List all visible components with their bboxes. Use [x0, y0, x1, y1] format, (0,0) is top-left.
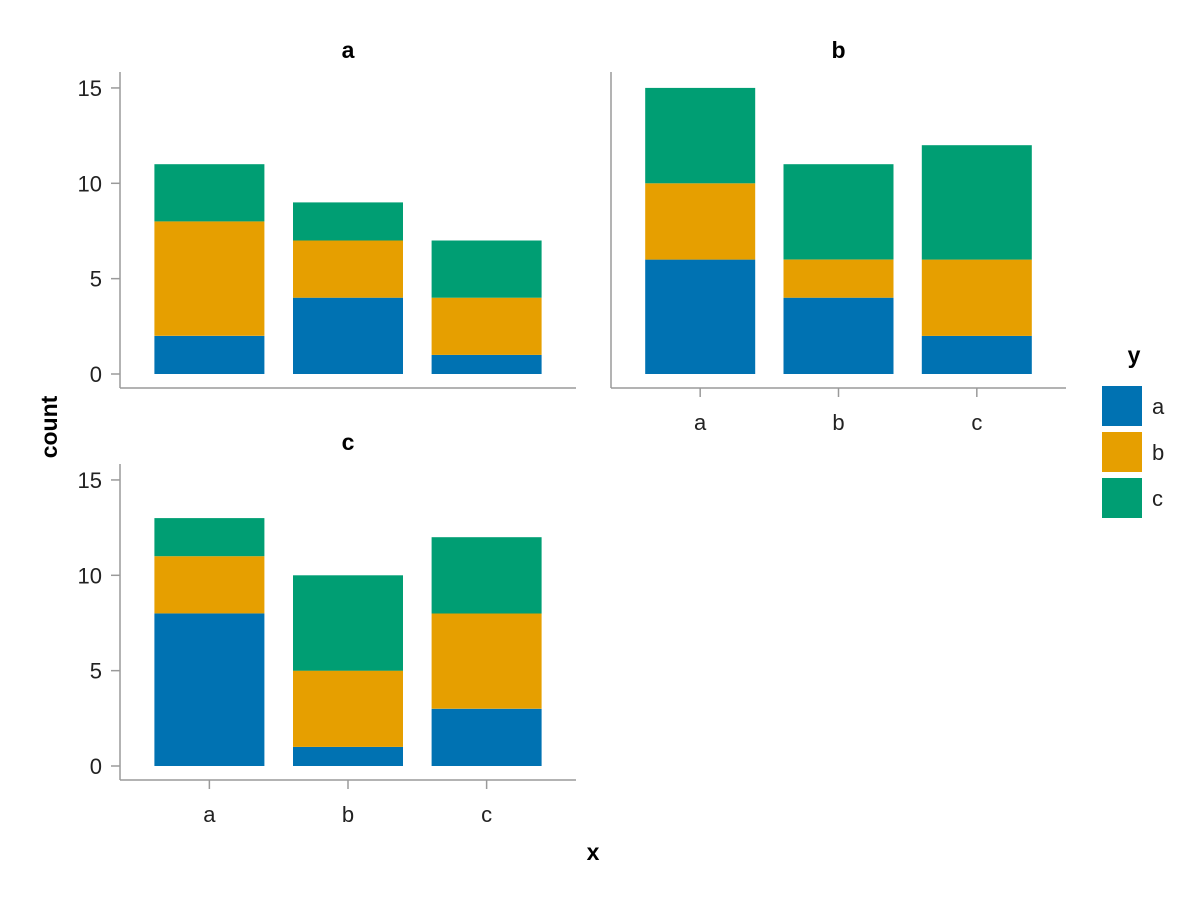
x-tick-label: b [342, 802, 354, 827]
x-tick-label: c [481, 802, 492, 827]
bar-segment-c-a [431, 354, 542, 374]
bar-segment-c-b [921, 259, 1032, 336]
bar-segment-b-a [293, 746, 403, 766]
y-tick-label: 5 [90, 659, 102, 684]
y-tick-label: 10 [78, 171, 102, 196]
bar-segment-a-b [154, 221, 265, 336]
y-tick-label: 15 [78, 76, 102, 101]
facets-layer: a 0 5 10 15 b a b c c 0 5 10 15 a b c [78, 37, 1066, 827]
bar-segment-b-c [293, 575, 403, 671]
bar-segment-c-c [431, 537, 542, 614]
bar-segment-a-c [154, 164, 265, 222]
bar-segment-a-c [154, 518, 265, 557]
bar-segment-b-a [783, 297, 894, 374]
legend-items: abc [1102, 386, 1165, 518]
facet-panel-b: b a b c [610, 37, 1066, 435]
x-axis-title: x [587, 839, 600, 865]
legend-swatch-b [1102, 432, 1142, 472]
x-tick-label: a [694, 410, 707, 435]
legend-label-a: a [1152, 394, 1165, 419]
bar-segment-b-c [293, 202, 403, 241]
bar-segment-b-a [293, 297, 403, 374]
y-tick-label: 0 [90, 362, 102, 387]
bar-segment-c-b [431, 297, 542, 355]
bar-segment-a-a [154, 613, 265, 766]
facet-panel-c: c 0 5 10 15 a b c [78, 429, 576, 827]
bar-segment-c-a [921, 335, 1032, 374]
bar-segment-c-a [431, 708, 542, 766]
legend-label-b: b [1152, 440, 1164, 465]
x-tick-label: a [203, 802, 216, 827]
bar-segment-a-a [154, 335, 265, 374]
legend-label-c: c [1152, 486, 1163, 511]
bar-segment-a-b [645, 183, 756, 260]
y-tick-label: 0 [90, 754, 102, 779]
bar-segment-b-c [783, 164, 894, 260]
legend-swatch-c [1102, 478, 1142, 518]
bar-segment-a-b [154, 556, 265, 614]
legend: y abc [1102, 342, 1165, 518]
bar-segment-a-c [645, 87, 756, 184]
facet-title: c [342, 429, 355, 455]
legend-title: y [1128, 342, 1141, 368]
bar-segment-b-b [783, 259, 894, 298]
bar-segment-c-b [431, 613, 542, 709]
x-tick-label: b [832, 410, 844, 435]
bar-segment-b-b [293, 670, 403, 747]
bar-segment-c-c [431, 240, 542, 298]
facet-title: a [342, 37, 355, 63]
facet-panel-a: a 0 5 10 15 [78, 37, 576, 389]
bar-segment-a-a [645, 259, 756, 374]
legend-swatch-a [1102, 386, 1142, 426]
y-tick-label: 5 [90, 267, 102, 292]
y-tick-label: 10 [78, 563, 102, 588]
y-tick-label: 15 [78, 468, 102, 493]
facet-title: b [831, 37, 845, 63]
x-tick-label: c [971, 410, 982, 435]
bar-segment-c-c [921, 145, 1032, 260]
y-axis-title: count [36, 395, 62, 458]
bar-segment-b-b [293, 240, 403, 298]
